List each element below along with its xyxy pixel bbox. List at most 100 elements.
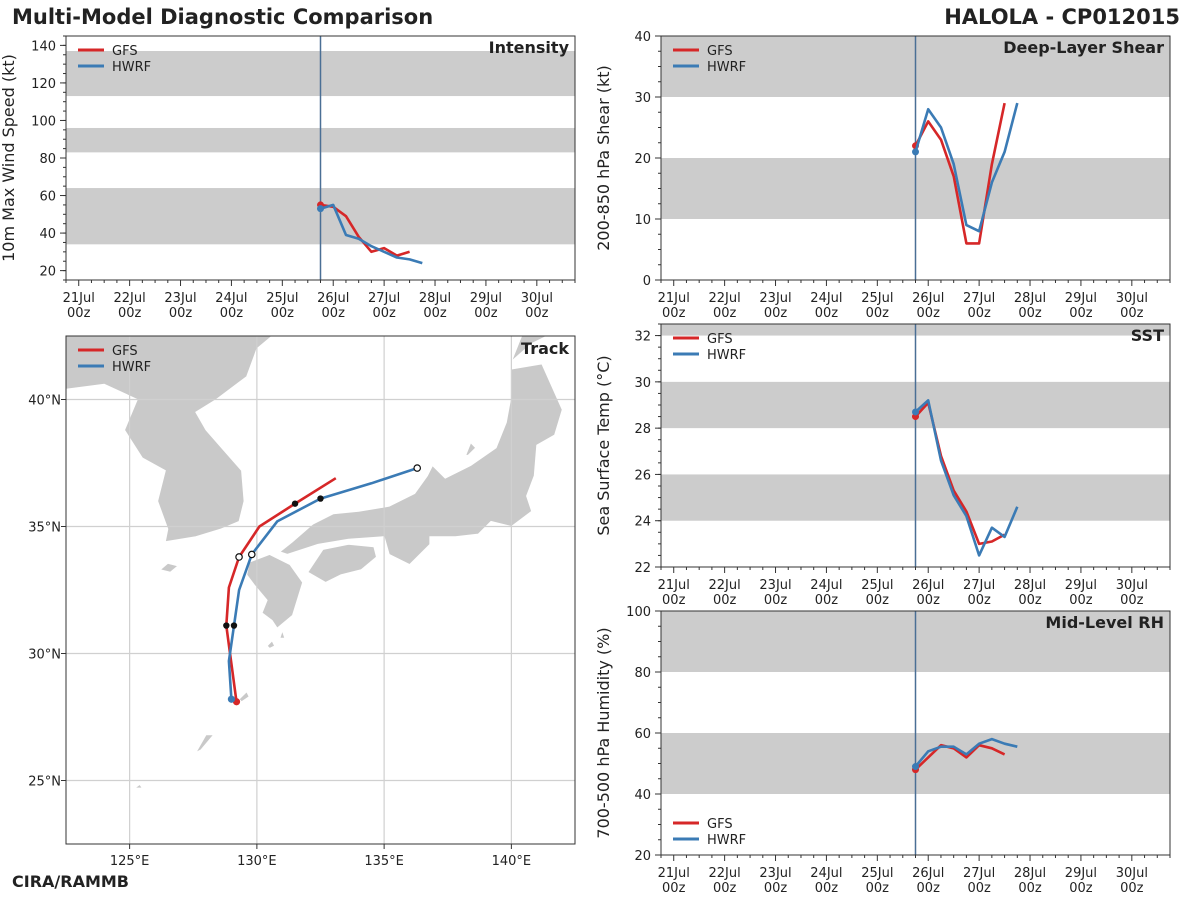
x-tick-day: 25Jul: [861, 291, 893, 306]
y-tick-label: 32: [634, 330, 651, 345]
y-tick-label: 0: [643, 274, 651, 289]
y-tick-label: 60: [39, 190, 56, 205]
series-start-marker-hwrf: [912, 763, 919, 771]
credit-label: CIRA/RAMMB: [12, 872, 129, 891]
panel-title: SST: [1131, 326, 1164, 345]
x-tick-hour: 00z: [917, 593, 941, 608]
y-tick-label: 80: [634, 666, 651, 681]
x-tick-day: 29Jul: [1065, 866, 1097, 881]
x-tick-day: 22Jul: [114, 291, 146, 306]
x-tick-hour: 00z: [525, 306, 549, 321]
y-axis-label: 10m Max Wind Speed (kt): [0, 54, 18, 262]
panel-title: Deep-Layer Shear: [1003, 38, 1164, 57]
y-tick-label: 120: [31, 77, 56, 92]
series-line-hwrf: [914, 399, 1019, 557]
x-tick-day: 27Jul: [368, 291, 400, 306]
x-tick-hour: 00z: [1018, 306, 1042, 321]
x-tick-day: 21Jul: [658, 291, 690, 306]
longitude-label: 125°E: [110, 854, 150, 869]
track-marker-start: [227, 695, 236, 703]
y-tick-label: 100: [31, 114, 56, 129]
longitude-label: 130°E: [237, 854, 277, 869]
legend-label-gfs: GFS: [707, 332, 733, 347]
x-tick-day: 28Jul: [1014, 866, 1046, 881]
japan-shikoku-landmass: [307, 543, 378, 583]
legend-label-gfs: GFS: [707, 44, 733, 59]
x-tick-hour: 00z: [1069, 881, 1093, 896]
x-tick-day: 21Jul: [658, 866, 690, 881]
legend-label-hwrf: HWRF: [112, 360, 151, 375]
y-tick-label: 100: [626, 605, 651, 620]
track-marker-filled: [317, 495, 324, 502]
x-tick-day: 26Jul: [912, 578, 944, 593]
x-tick-hour: 00z: [967, 593, 991, 608]
x-tick-hour: 00z: [1120, 881, 1144, 896]
y-tick-label: 30: [634, 91, 651, 106]
x-tick-day: 27Jul: [963, 578, 995, 593]
japan-kyushu-landmass: [246, 553, 304, 629]
x-tick-day: 29Jul: [1065, 578, 1097, 593]
series-group: [912, 737, 1018, 774]
y-axis-label: 700-500 hPa Humidity (%): [594, 627, 613, 838]
panel-track: 125°E 130°E 135°E 140°E 25°N 30°N 35°N 40°N Trac…: [28, 335, 576, 869]
y-axis-label: Sea Surface Temp (°C): [594, 355, 613, 535]
y-axis-label: 200-850 hPa Shear (kt): [594, 65, 613, 251]
x-tick-day: 21Jul: [658, 578, 690, 593]
x-tick-hour: 00z: [866, 593, 890, 608]
x-tick-day: 25Jul: [266, 291, 298, 306]
amami-island: [238, 690, 250, 703]
map-area: [66, 336, 575, 844]
panel-title: Intensity: [489, 38, 570, 57]
x-tick-day: 30Jul: [521, 291, 553, 306]
longitude-label: 135°E: [364, 854, 404, 869]
series-line-hwrf: [914, 737, 1018, 768]
track-marker-filled: [291, 500, 299, 507]
x-tick-day: 26Jul: [912, 291, 944, 306]
sado-island: [464, 441, 477, 456]
x-tick-hour: 00z: [967, 881, 991, 896]
y-tick-label: 40: [634, 30, 651, 45]
series-group: [912, 102, 1019, 245]
x-tick-hour: 00z: [764, 593, 788, 608]
y-tick-label: 140: [31, 39, 56, 54]
series-start-marker-hwrf: [912, 148, 919, 156]
latitude-label: 25°N: [28, 775, 61, 790]
series-line-hwrf: [914, 102, 1019, 233]
x-tick-day: 28Jul: [1014, 291, 1046, 306]
x-tick-hour: 00z: [815, 593, 839, 608]
x-tick-day: 23Jul: [759, 866, 791, 881]
track-marker-open: [247, 550, 256, 559]
x-tick-hour: 00z: [322, 306, 346, 321]
legend-label-gfs: GFS: [707, 817, 733, 832]
track-marker-open: [235, 553, 243, 561]
x-tick-day: 26Jul: [317, 291, 349, 306]
series-start-marker-hwrf: [317, 205, 324, 213]
x-tick-day: 23Jul: [759, 291, 791, 306]
japan-honshu-landmass: [278, 363, 563, 566]
series-start-marker-hwrf: [912, 408, 919, 416]
series-group: [912, 399, 1019, 557]
x-tick-day: 29Jul: [470, 291, 502, 306]
latitude-label: 40°N: [28, 394, 61, 409]
x-tick-hour: 00z: [1120, 593, 1144, 608]
x-tick-hour: 00z: [67, 306, 91, 321]
x-tick-day: 28Jul: [419, 291, 451, 306]
panel-title: Track: [521, 339, 569, 358]
legend-label-hwrf: HWRF: [707, 60, 746, 75]
x-tick-hour: 00z: [662, 306, 686, 321]
x-tick-hour: 00z: [713, 306, 737, 321]
legend-label-hwrf: HWRF: [707, 348, 746, 363]
y-tick-label: 28: [634, 422, 651, 437]
x-tick-hour: 00z: [372, 306, 396, 321]
x-tick-day: 22Jul: [709, 578, 741, 593]
x-tick-day: 24Jul: [215, 291, 247, 306]
legend-label-gfs: GFS: [112, 344, 138, 359]
series-group: [317, 201, 423, 265]
x-tick-hour: 00z: [713, 593, 737, 608]
y-tick-label: 80: [39, 152, 56, 167]
panel-title: Mid-Level RH: [1045, 613, 1164, 632]
x-tick-hour: 00z: [764, 306, 788, 321]
x-tick-hour: 00z: [474, 306, 498, 321]
x-tick-day: 23Jul: [164, 291, 196, 306]
